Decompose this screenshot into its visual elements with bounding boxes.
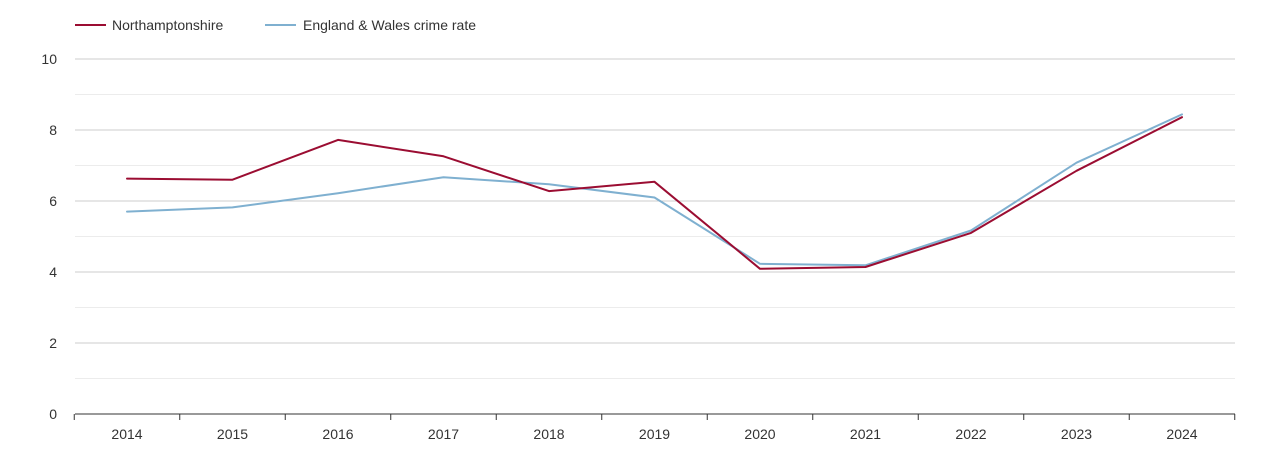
- series-line-england-wales[interactable]: [126, 113, 1183, 267]
- x-tick-label: 2015: [217, 426, 248, 442]
- x-tick-label: 2017: [428, 426, 459, 442]
- y-tick-label: 0: [49, 406, 57, 422]
- x-tick-label: 2022: [955, 426, 986, 442]
- series-line-northamptonshire[interactable]: [126, 116, 1183, 270]
- x-tick-label: 2020: [744, 426, 775, 442]
- x-tick-label: 2024: [1166, 426, 1197, 442]
- legend-item-england-wales[interactable]: England & Wales crime rate: [265, 17, 476, 33]
- y-tick-label: 8: [49, 122, 57, 138]
- x-tick-label: 2023: [1061, 426, 1092, 442]
- legend-item-northamptonshire[interactable]: Northamptonshire: [75, 17, 223, 33]
- x-tick-label: 2016: [322, 426, 353, 442]
- series-lines: [126, 113, 1183, 270]
- x-tick-label: 2018: [533, 426, 564, 442]
- x-tick-label: 2019: [639, 426, 670, 442]
- legend-label-northamptonshire: Northamptonshire: [112, 17, 223, 33]
- y-tick-label: 10: [41, 51, 57, 67]
- legend: Northamptonshire England & Wales crime r…: [75, 17, 476, 33]
- y-tick-label: 2: [49, 335, 57, 351]
- x-tick-label: 2014: [111, 426, 142, 442]
- gridlines: [75, 58, 1235, 379]
- x-axis: 2014 2015 2016 2017 2018 2019 2020 2021 2022 2023…: [73, 413, 1236, 442]
- y-axis: 0 2 4 6 8 10: [41, 51, 57, 422]
- y-tick-label: 4: [49, 264, 57, 280]
- y-tick-label: 6: [49, 193, 57, 209]
- legend-label-england-wales: England & Wales crime rate: [303, 17, 476, 33]
- x-tick-label: 2021: [850, 426, 881, 442]
